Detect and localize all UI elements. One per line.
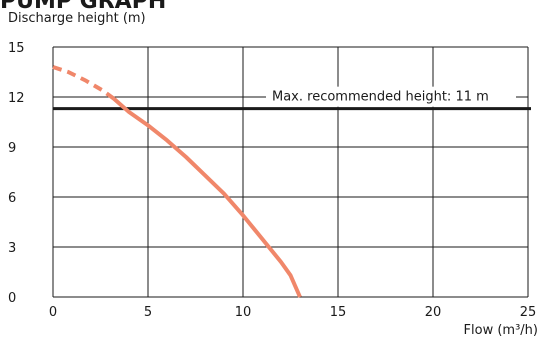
x-tick-label-15: 15 [330,305,347,320]
max-height-label-bg [266,86,516,107]
y-tick-label-6: 6 [8,191,16,206]
x-tick-label-0: 0 [49,305,57,320]
y-tick-label-0: 0 [8,291,16,306]
x-tick-label-5: 5 [144,305,152,320]
y-tick-label-9: 9 [8,141,16,156]
y-tick-label-12: 12 [8,91,25,106]
pump-curve-dashed-0 [52,65,115,101]
pump-curve-solid-0 [112,97,302,298]
y-tick-label-15: 15 [8,41,25,56]
chart-title-fragment: PUMP GRAPH [0,0,166,14]
x-tick-label-10: 10 [235,305,252,320]
y-axis-label: Discharge height (m) [8,11,146,26]
series-group [52,65,302,298]
grid [52,46,529,298]
x-tick-label-20: 20 [425,305,442,320]
y-tick-label-3: 3 [8,241,16,256]
reference-line-group: Max. recommended height: 11 m [53,86,531,111]
x-tick-label-25: 25 [520,305,537,320]
tick-labels: 0 5 10 15 20 25 0 3 6 9 12 15 [8,41,536,320]
max-height-label: Max. recommended height: 11 m [272,90,489,105]
x-axis-label: Flow (m³/h) [464,323,538,338]
